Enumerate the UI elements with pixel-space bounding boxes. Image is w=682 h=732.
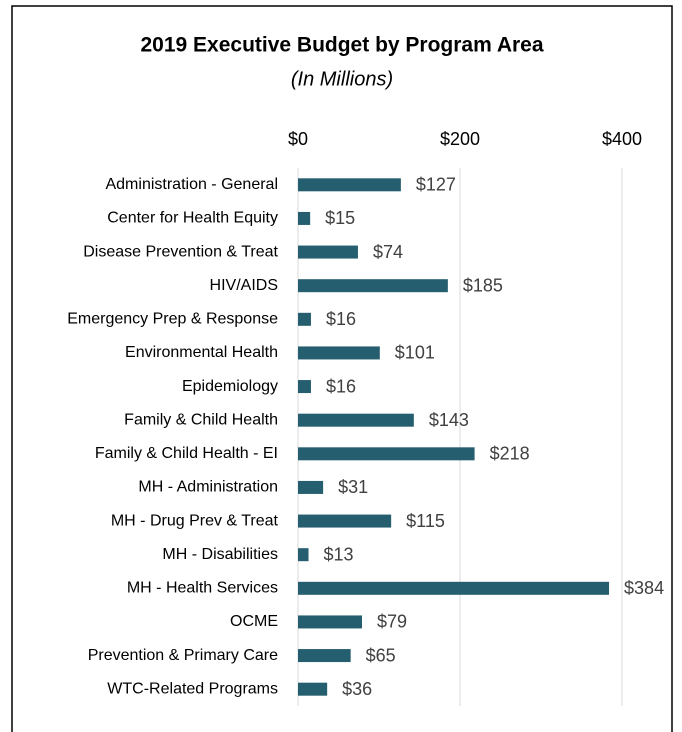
value-label: $31 [338, 477, 368, 497]
value-label: $185 [463, 275, 503, 295]
y-tick-label: WTC-Related Programs [107, 680, 278, 697]
bar [298, 447, 475, 461]
value-label: $74 [373, 242, 403, 262]
y-tick-label: Family & Child Health - EI [95, 445, 278, 462]
y-tick-label: Environmental Health [125, 344, 278, 361]
y-tick-label: MH - Health Services [127, 580, 278, 597]
y-tick-label: Epidemiology [182, 378, 278, 395]
y-tick-label: MH - Administration [138, 479, 278, 496]
value-label: $101 [395, 343, 435, 363]
bar [298, 211, 311, 225]
bar [298, 581, 610, 595]
value-label: $15 [325, 208, 355, 228]
chart-subtitle: (In Millions) [291, 68, 393, 90]
bar [298, 178, 401, 192]
bar [298, 615, 362, 629]
value-label: $115 [406, 511, 445, 531]
y-tick-label: OCME [230, 613, 278, 630]
chart-title: 2019 Executive Budget by Program Area [140, 34, 543, 57]
y-tick-label: Emergency Prep & Response [67, 311, 278, 328]
value-label: $36 [342, 679, 372, 699]
y-tick-label: Administration - General [105, 176, 278, 193]
bar [298, 480, 324, 494]
bar [298, 245, 358, 259]
y-tick-label: Center for Health Equity [107, 210, 278, 227]
value-label: $16 [326, 309, 356, 329]
value-label: $127 [416, 175, 456, 195]
bar [298, 346, 380, 360]
bar [298, 413, 414, 427]
x-tick-label: $400 [602, 129, 642, 149]
bar [298, 682, 328, 696]
bar [298, 514, 392, 528]
value-label: $13 [324, 544, 354, 564]
y-tick-label: MH - Disabilities [162, 546, 278, 563]
value-label: $143 [429, 410, 469, 430]
value-label: $65 [366, 645, 396, 665]
value-label: $16 [326, 376, 356, 396]
bar [298, 380, 311, 394]
value-label: $218 [490, 444, 530, 464]
y-tick-label: MH - Drug Prev & Treat [111, 512, 279, 529]
x-tick-label: $200 [440, 129, 480, 149]
value-label: $79 [377, 612, 407, 632]
bar [298, 548, 309, 562]
bar [298, 312, 311, 326]
y-tick-label: Family & Child Health [124, 411, 278, 428]
y-tick-label: Disease Prevention & Treat [83, 243, 278, 260]
x-tick-label: $0 [288, 129, 308, 149]
bar [298, 279, 448, 293]
value-label: $384 [624, 578, 664, 598]
y-tick-label: HIV/AIDS [210, 277, 278, 294]
bar [298, 649, 351, 663]
chart-frame [11, 5, 673, 732]
y-tick-label: Prevention & Primary Care [88, 647, 278, 664]
